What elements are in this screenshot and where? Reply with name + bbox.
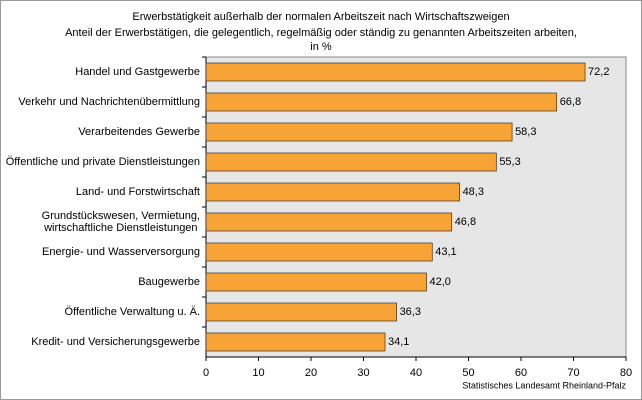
x-tick-label: 70 — [567, 367, 579, 379]
y-tick-label: Verkehr und Nachrichtenübermittlung — [18, 96, 200, 108]
y-tick-label: Öffentliche und private Dienstleistungen — [5, 156, 200, 168]
y-tick-label: Grundstückswesen, Vermietung, wirtschaft… — [41, 210, 200, 234]
x-tick-label: 80 — [620, 367, 632, 379]
y-tick-label: Kredit- und Versicherungsgewerbe — [31, 336, 200, 348]
value-label: 55,3 — [499, 156, 520, 168]
bar — [205, 242, 433, 262]
y-tick-label: Handel und Gastgewerbe — [75, 66, 200, 78]
value-label: 66,8 — [560, 96, 581, 108]
x-tick-label: 10 — [252, 367, 264, 379]
bar — [205, 152, 497, 172]
value-label: 36,3 — [400, 306, 421, 318]
bar — [205, 62, 586, 82]
value-label: 46,8 — [455, 216, 476, 228]
y-tick-label: Energie- und Wasserversorgung — [42, 246, 200, 258]
y-tick-label: Öffentliche Verwaltung u. Ä. — [64, 306, 200, 318]
value-label: 58,3 — [515, 126, 536, 138]
source: Statistisches Landesamt Rheinland-Pfalz — [462, 380, 626, 390]
bar — [205, 332, 386, 352]
value-label: 43,1 — [435, 246, 456, 258]
bar — [205, 302, 397, 322]
chart-subtitle: Anteil der Erwerbstätigen, die gelegentl… — [65, 27, 577, 39]
bar — [205, 182, 460, 202]
bar — [205, 272, 427, 292]
bar — [205, 122, 513, 142]
value-label: 48,3 — [463, 186, 484, 198]
value-label: 42,0 — [430, 276, 451, 288]
value-label: 72,2 — [588, 66, 609, 78]
x-tick-label: 50 — [462, 367, 474, 379]
y-tick-label: Land- und Forstwirtschaft — [75, 186, 200, 198]
x-tick-label: 40 — [410, 367, 422, 379]
x-tick-label: 60 — [515, 367, 527, 379]
x-tick-label: 30 — [357, 367, 369, 379]
chart-unit: in % — [310, 41, 332, 53]
x-tick-label: 20 — [305, 367, 317, 379]
chart-title: Erwerbstätigkeit außerhalb der normalen … — [132, 11, 509, 23]
y-tick-label: Verarbeitendes Gewerbe — [78, 126, 200, 138]
bar — [205, 212, 453, 232]
y-tick-label: Baugewerbe — [138, 276, 200, 288]
bar — [205, 92, 558, 112]
value-label: 34,1 — [388, 336, 409, 348]
x-tick-label: 0 — [203, 367, 209, 379]
